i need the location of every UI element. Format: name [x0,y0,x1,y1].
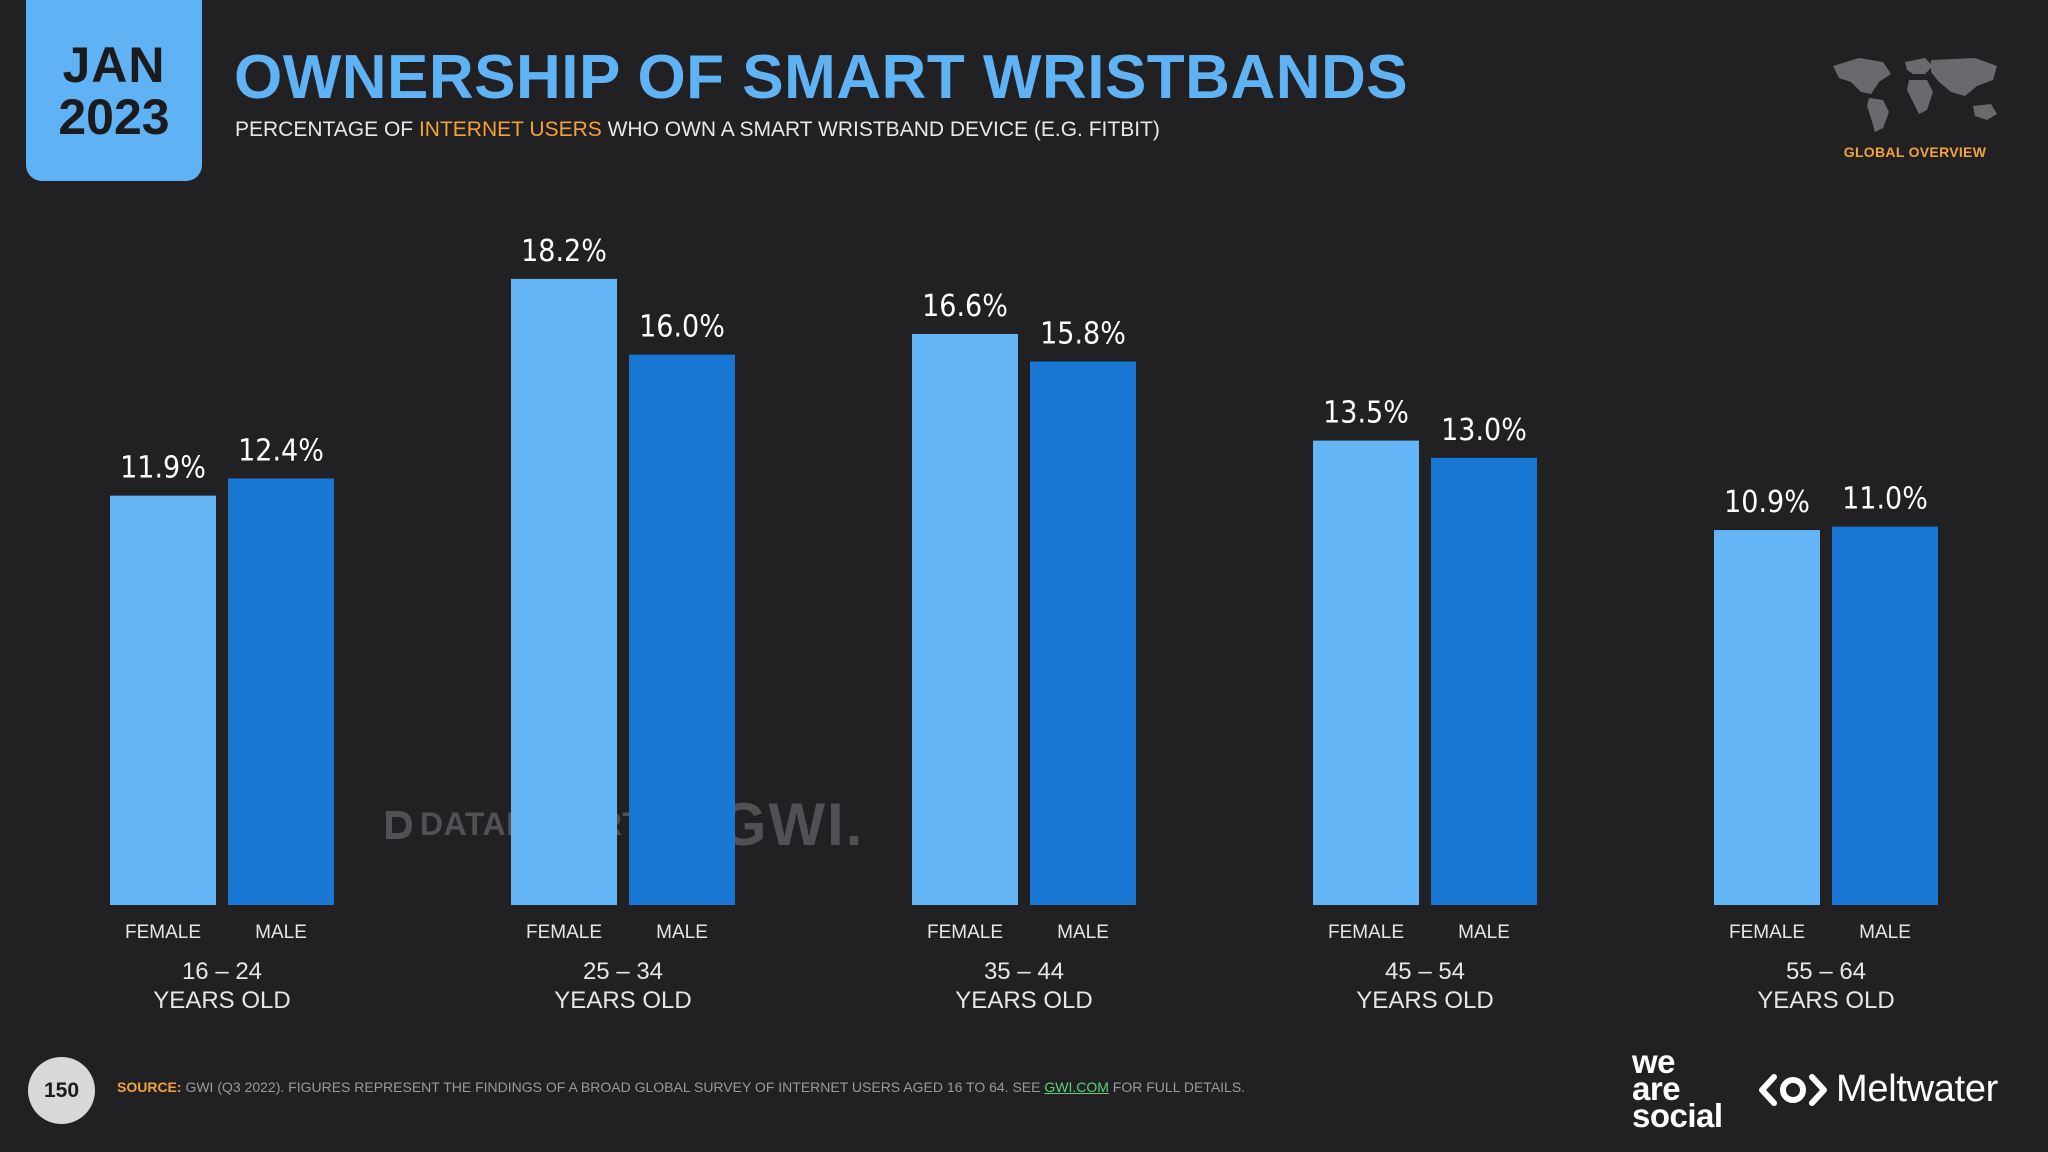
bar-male-4 [1431,457,1537,905]
category-label-1: 16 – 24 [182,958,262,985]
we-are-social-logo: we are social [1632,1043,1723,1135]
source-link[interactable]: GWI.COM [1044,1079,1109,1095]
date-year: 2023 [58,88,170,145]
data-label-female-3: 16.6% [922,289,1008,324]
region-block: GLOBAL OVERVIEW [1820,52,2010,160]
date-month: JAN [62,36,166,93]
bar-female-2 [511,278,617,905]
category-sublabel-2: YEARS OLD [554,987,691,1014]
bar-female-5 [1714,530,1820,905]
category-sublabel-3: YEARS OLD [955,987,1092,1014]
series-label-male-2: MALE [656,922,708,943]
category-label-5: 55 – 64 [1786,958,1866,985]
series-label-male-5: MALE [1859,922,1911,943]
bar-female-1 [110,495,216,905]
series-label-female-1: FEMALE [125,922,201,943]
bar-male-2 [629,354,735,906]
bar-male-5 [1832,526,1938,905]
page-subtitle: PERCENTAGE OF INTERNET USERS WHO OWN A S… [235,118,1160,142]
data-label-male-3: 15.8% [1040,316,1126,351]
series-label-female-5: FEMALE [1729,922,1805,943]
series-label-female-3: FEMALE [927,922,1003,943]
source-label: SOURCE: [117,1079,182,1095]
data-label-male-1: 12.4% [238,433,324,468]
subtitle-pre: PERCENTAGE OF [235,118,419,141]
data-label-male-2: 16.0% [639,310,725,345]
data-label-female-1: 11.9% [120,451,206,486]
bar-male-1 [228,478,334,905]
region-label: GLOBAL OVERVIEW [1843,144,1987,160]
category-label-2: 25 – 34 [583,958,663,985]
logo-was-line3: social [1632,1097,1723,1135]
category-sublabel-1: YEARS OLD [153,987,290,1014]
category-sublabel-5: YEARS OLD [1757,987,1894,1014]
watermark-gwi: GWI. [719,791,865,858]
bar-male-3 [1030,361,1136,906]
bar-female-3 [912,333,1018,906]
series-label-male-4: MALE [1458,922,1510,943]
meltwater-logo: Meltwater [1758,1068,1998,1111]
logo-was-line1: we [1632,1043,1676,1080]
series-label-female-2: FEMALE [526,922,602,943]
category-sublabel-4: YEARS OLD [1356,987,1493,1014]
category-label-4: 45 – 54 [1385,958,1465,985]
series-label-male-3: MALE [1057,922,1109,943]
data-label-female-4: 13.5% [1323,396,1409,431]
meltwater-mark-icon [1759,1073,1827,1106]
data-label-male-4: 13.0% [1441,413,1527,448]
source-note: SOURCE: GWI (Q3 2022). FIGURES REPRESENT… [117,1079,1245,1095]
date-badge: JAN 2023 [26,0,202,181]
logo-was-line2: are [1632,1070,1681,1108]
bar-female-4 [1313,440,1419,905]
datareportal-logo-icon [386,810,412,839]
series-label-female-4: FEMALE [1328,922,1404,943]
subtitle-highlight: INTERNET USERS [418,118,602,141]
page-title: OWNERSHIP OF SMART WRISTBANDS [234,43,1409,112]
world-map-icon [1833,58,1997,132]
source-text-pre: GWI (Q3 2022). FIGURES REPRESENT THE FIN… [181,1079,1045,1095]
meltwater-text: Meltwater [1836,1068,1999,1110]
data-label-male-5: 11.0% [1842,482,1928,517]
data-label-female-5: 10.9% [1724,485,1810,520]
series-label-male-1: MALE [255,922,307,943]
page-number: 150 [28,1057,95,1124]
category-label-3: 35 – 44 [984,958,1064,985]
data-label-female-2: 18.2% [521,234,607,269]
subtitle-post: WHO OWN A SMART WRISTBAND DEVICE (E.G. F… [601,118,1160,141]
source-text-post: FOR FULL DETAILS. [1108,1079,1246,1095]
